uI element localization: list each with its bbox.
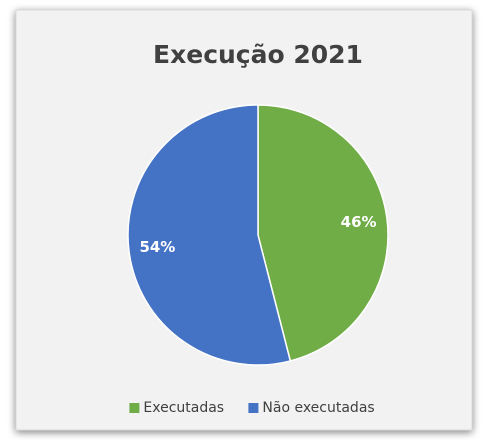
chart-title: Execução 2021	[153, 40, 363, 69]
legend-label: Não executadas	[262, 400, 374, 416]
data-label: 46%	[341, 213, 377, 231]
pie-slice	[257, 104, 389, 362]
legend-swatch	[248, 403, 259, 413]
data-label: 54%	[139, 238, 175, 256]
pie-slice	[127, 104, 292, 366]
legend-label: Executadas	[143, 400, 224, 416]
legend-swatch	[129, 403, 140, 413]
